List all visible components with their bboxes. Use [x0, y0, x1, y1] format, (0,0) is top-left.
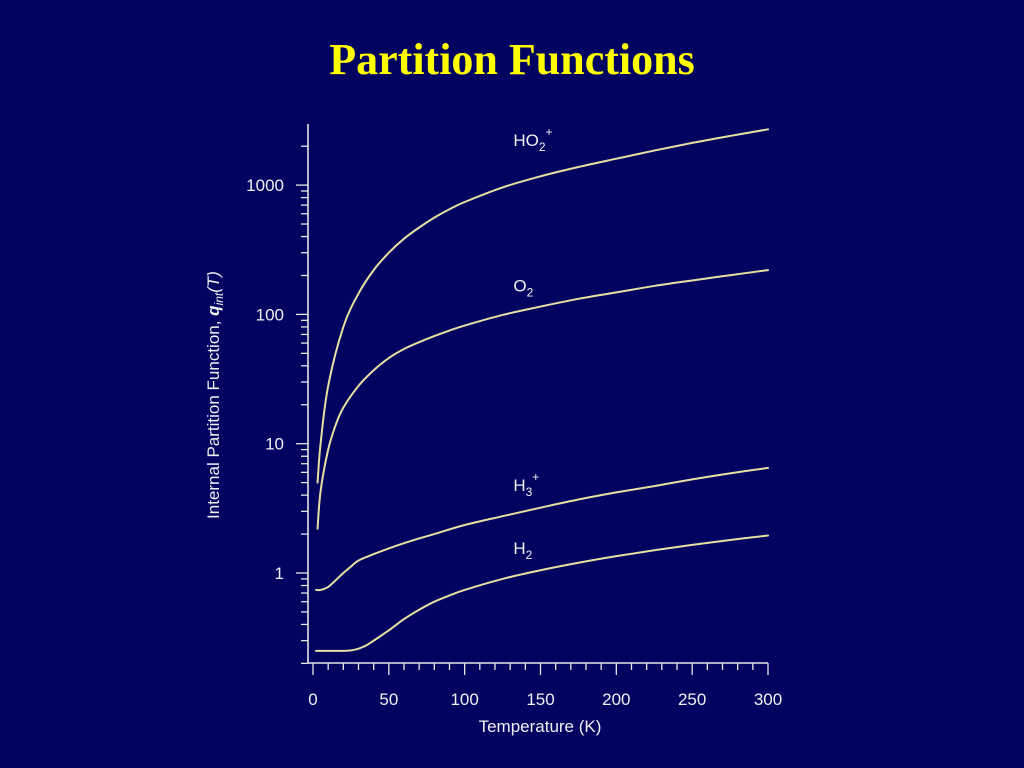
series-label-o2: O2 [513, 277, 533, 300]
series-label-h2: H2 [513, 539, 532, 562]
series-line-o2 [316, 269, 769, 530]
series-label-ho2-plus: HO2+ [513, 125, 552, 154]
series-line-ho2-plus [316, 128, 769, 484]
x-tick-label: 300 [754, 690, 782, 709]
y-axis-label-tail: (T) [204, 271, 223, 293]
y-axis-label: Internal Partition Function, qint(T) [204, 271, 226, 519]
y-axis-label-sub: int [212, 292, 226, 305]
y-tick-label: 1 [275, 564, 284, 583]
y-axis-label-main: Internal Partition Function, [204, 316, 223, 519]
y-tick-label: 100 [256, 305, 284, 324]
axes: 0 50 100 150 200 250 300 1 10 100 1000 [246, 124, 782, 709]
x-tick-label: 100 [450, 690, 478, 709]
series-labels: HO2+ O2 H3+ H2 [513, 125, 552, 562]
series-line-h3-plus [315, 466, 769, 592]
curves [315, 128, 769, 652]
x-tick-label: 50 [379, 690, 398, 709]
series-label-h3-plus: H3+ [513, 470, 539, 499]
x-tick-label: 200 [602, 690, 630, 709]
y-tick-label: 1000 [246, 176, 284, 195]
x-axis-label: Temperature (K) [479, 717, 602, 736]
y-tick-label: 10 [265, 435, 284, 454]
x-tick-label: 250 [678, 690, 706, 709]
x-tick-label: 150 [526, 690, 554, 709]
slide-title: Partition Functions [329, 35, 695, 84]
series-line-h2 [315, 534, 769, 652]
x-tick-label: 0 [308, 690, 317, 709]
y-axis-label-q: q [204, 305, 223, 316]
